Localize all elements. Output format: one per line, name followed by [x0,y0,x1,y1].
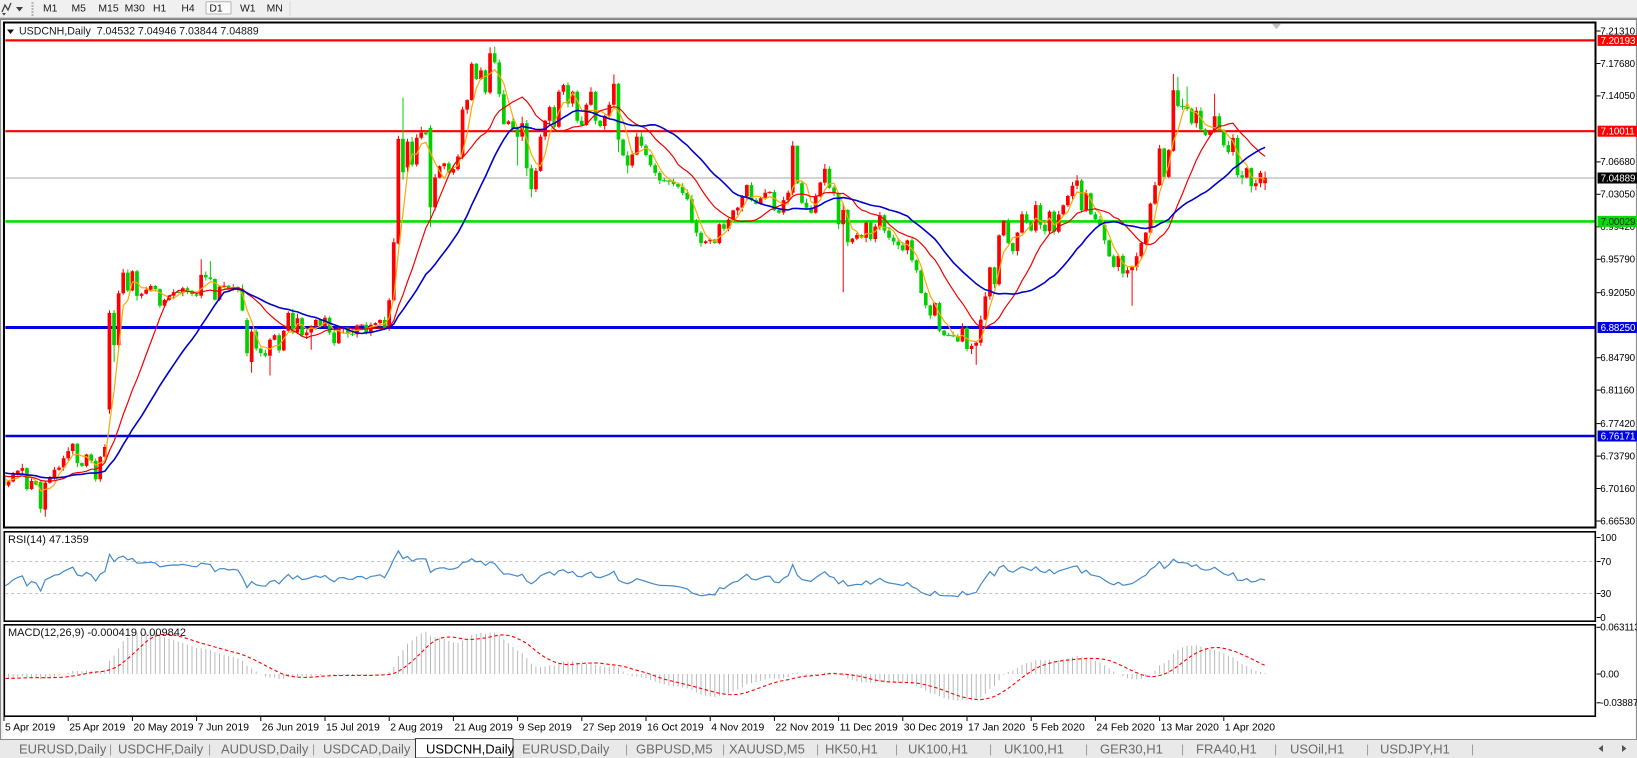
svg-text:16 Oct 2019: 16 Oct 2019 [647,722,704,733]
svg-text:22 Nov 2019: 22 Nov 2019 [775,722,834,733]
svg-text:100: 100 [1600,533,1617,544]
svg-text:MACD(12,26,9) -0.000419 0.0098: MACD(12,26,9) -0.000419 0.009842 [8,627,186,639]
svg-text:|: | [816,742,819,756]
svg-text:UK100,H1: UK100,H1 [908,742,968,757]
svg-text:0.00: 0.00 [1600,669,1619,680]
svg-text:6.99420: 6.99420 [1600,222,1635,233]
svg-text:|: | [625,742,628,756]
svg-text:GER30,H1: GER30,H1 [1100,742,1163,757]
svg-text:UK100,H1: UK100,H1 [1004,742,1064,757]
svg-text:70: 70 [1600,557,1611,568]
svg-text:2 Aug 2019: 2 Aug 2019 [390,722,443,733]
svg-text:W1: W1 [240,4,256,15]
svg-text:MN: MN [267,4,283,15]
svg-text:7.21310: 7.21310 [1600,26,1635,37]
svg-text:M5: M5 [72,4,87,15]
svg-text:M30: M30 [125,4,145,15]
svg-text:EURUSD,Daily: EURUSD,Daily [19,742,107,757]
svg-text:6.88250: 6.88250 [1601,323,1636,334]
svg-text:6.84790: 6.84790 [1600,353,1635,364]
svg-text:9 Sep 2019: 9 Sep 2019 [519,722,572,733]
svg-text:6.70160: 6.70160 [1600,484,1635,495]
svg-text:11 Dec 2019: 11 Dec 2019 [840,722,898,733]
svg-text:7.03050: 7.03050 [1600,190,1635,201]
svg-text:USDCNH,Daily 7.04532 7.04946: USDCNH,Daily 7.04532 7.04946 7.03844 7.0… [19,26,259,38]
svg-text:7.20193: 7.20193 [1601,36,1636,47]
svg-text:-0.038877: -0.038877 [1600,698,1637,709]
svg-text:21 Aug 2019: 21 Aug 2019 [454,722,513,733]
svg-text:20 May 2019: 20 May 2019 [133,722,193,733]
svg-text:H4: H4 [181,4,195,15]
svg-text:GBPUSD,M5: GBPUSD,M5 [636,742,713,757]
svg-text:RSI(14) 47.1359: RSI(14) 47.1359 [8,534,89,546]
svg-text:24 Feb 2020: 24 Feb 2020 [1096,722,1155,733]
svg-text:13 Mar 2020: 13 Mar 2020 [1161,722,1220,733]
svg-text:USDJPY,H1: USDJPY,H1 [1380,742,1450,757]
svg-text:M15: M15 [98,4,118,15]
svg-text:6.81160: 6.81160 [1600,385,1635,396]
svg-text:7.06680: 7.06680 [1600,157,1635,168]
svg-text:1 Apr 2020: 1 Apr 2020 [1225,722,1275,733]
svg-text:AUDUSD,Daily: AUDUSD,Daily [221,742,309,757]
svg-text:|: | [895,742,898,756]
svg-text:5 Feb 2020: 5 Feb 2020 [1032,722,1085,733]
svg-text:27 Sep 2019: 27 Sep 2019 [583,722,642,733]
svg-text:D1: D1 [209,4,223,15]
svg-text:USOil,H1: USOil,H1 [1290,742,1344,757]
svg-text:6.92050: 6.92050 [1600,288,1635,299]
svg-text:|: | [1366,742,1369,756]
svg-text:H1: H1 [153,4,167,15]
svg-text:7.10011: 7.10011 [1601,127,1635,138]
svg-text:6.95790: 6.95790 [1600,255,1635,266]
svg-text:EURUSD,Daily: EURUSD,Daily [522,742,610,757]
svg-text:|: | [1471,742,1474,756]
svg-text:|: | [722,742,725,756]
svg-text:0.063113: 0.063113 [1600,623,1637,634]
svg-text:USDCNH,Daily: USDCNH,Daily [426,742,515,757]
svg-text:25 Apr 2019: 25 Apr 2019 [69,722,125,733]
svg-text:|: | [989,742,992,756]
svg-text:7.04889: 7.04889 [1601,174,1636,185]
svg-text:7.14050: 7.14050 [1600,91,1635,102]
svg-text:6.73790: 6.73790 [1600,451,1635,462]
svg-text:XAUUSD,M5: XAUUSD,M5 [729,742,805,757]
svg-text:6.66530: 6.66530 [1600,516,1635,527]
svg-text:FRA40,H1: FRA40,H1 [1196,742,1257,757]
svg-text:0: 0 [1600,613,1606,624]
svg-text:|: | [1181,742,1184,756]
svg-text:7 Jun 2019: 7 Jun 2019 [198,722,250,733]
svg-text:M1: M1 [43,4,58,15]
svg-text:15 Jul 2019: 15 Jul 2019 [326,722,380,733]
svg-text:30: 30 [1600,589,1611,600]
svg-text:7.17680: 7.17680 [1600,59,1635,70]
svg-text:6.77420: 6.77420 [1600,419,1635,430]
svg-text:5 Apr 2019: 5 Apr 2019 [5,722,55,733]
svg-text:|: | [312,742,315,756]
svg-text:6.76171: 6.76171 [1601,432,1636,443]
svg-text:17 Jan 2020: 17 Jan 2020 [968,722,1025,733]
svg-text:30 Dec 2019: 30 Dec 2019 [904,722,963,733]
svg-text:7.00029: 7.00029 [1601,217,1636,228]
svg-text:4 Nov 2019: 4 Nov 2019 [711,722,764,733]
svg-text:|: | [1274,742,1277,756]
svg-text:26 Jun 2019: 26 Jun 2019 [262,722,319,733]
svg-text:|: | [1085,742,1088,756]
svg-text:|: | [208,742,211,756]
svg-text:|: | [109,742,112,756]
svg-text:USDCAD,Daily: USDCAD,Daily [323,742,411,757]
svg-text:HK50,H1: HK50,H1 [825,742,878,757]
svg-text:USDCHF,Daily: USDCHF,Daily [118,742,204,757]
